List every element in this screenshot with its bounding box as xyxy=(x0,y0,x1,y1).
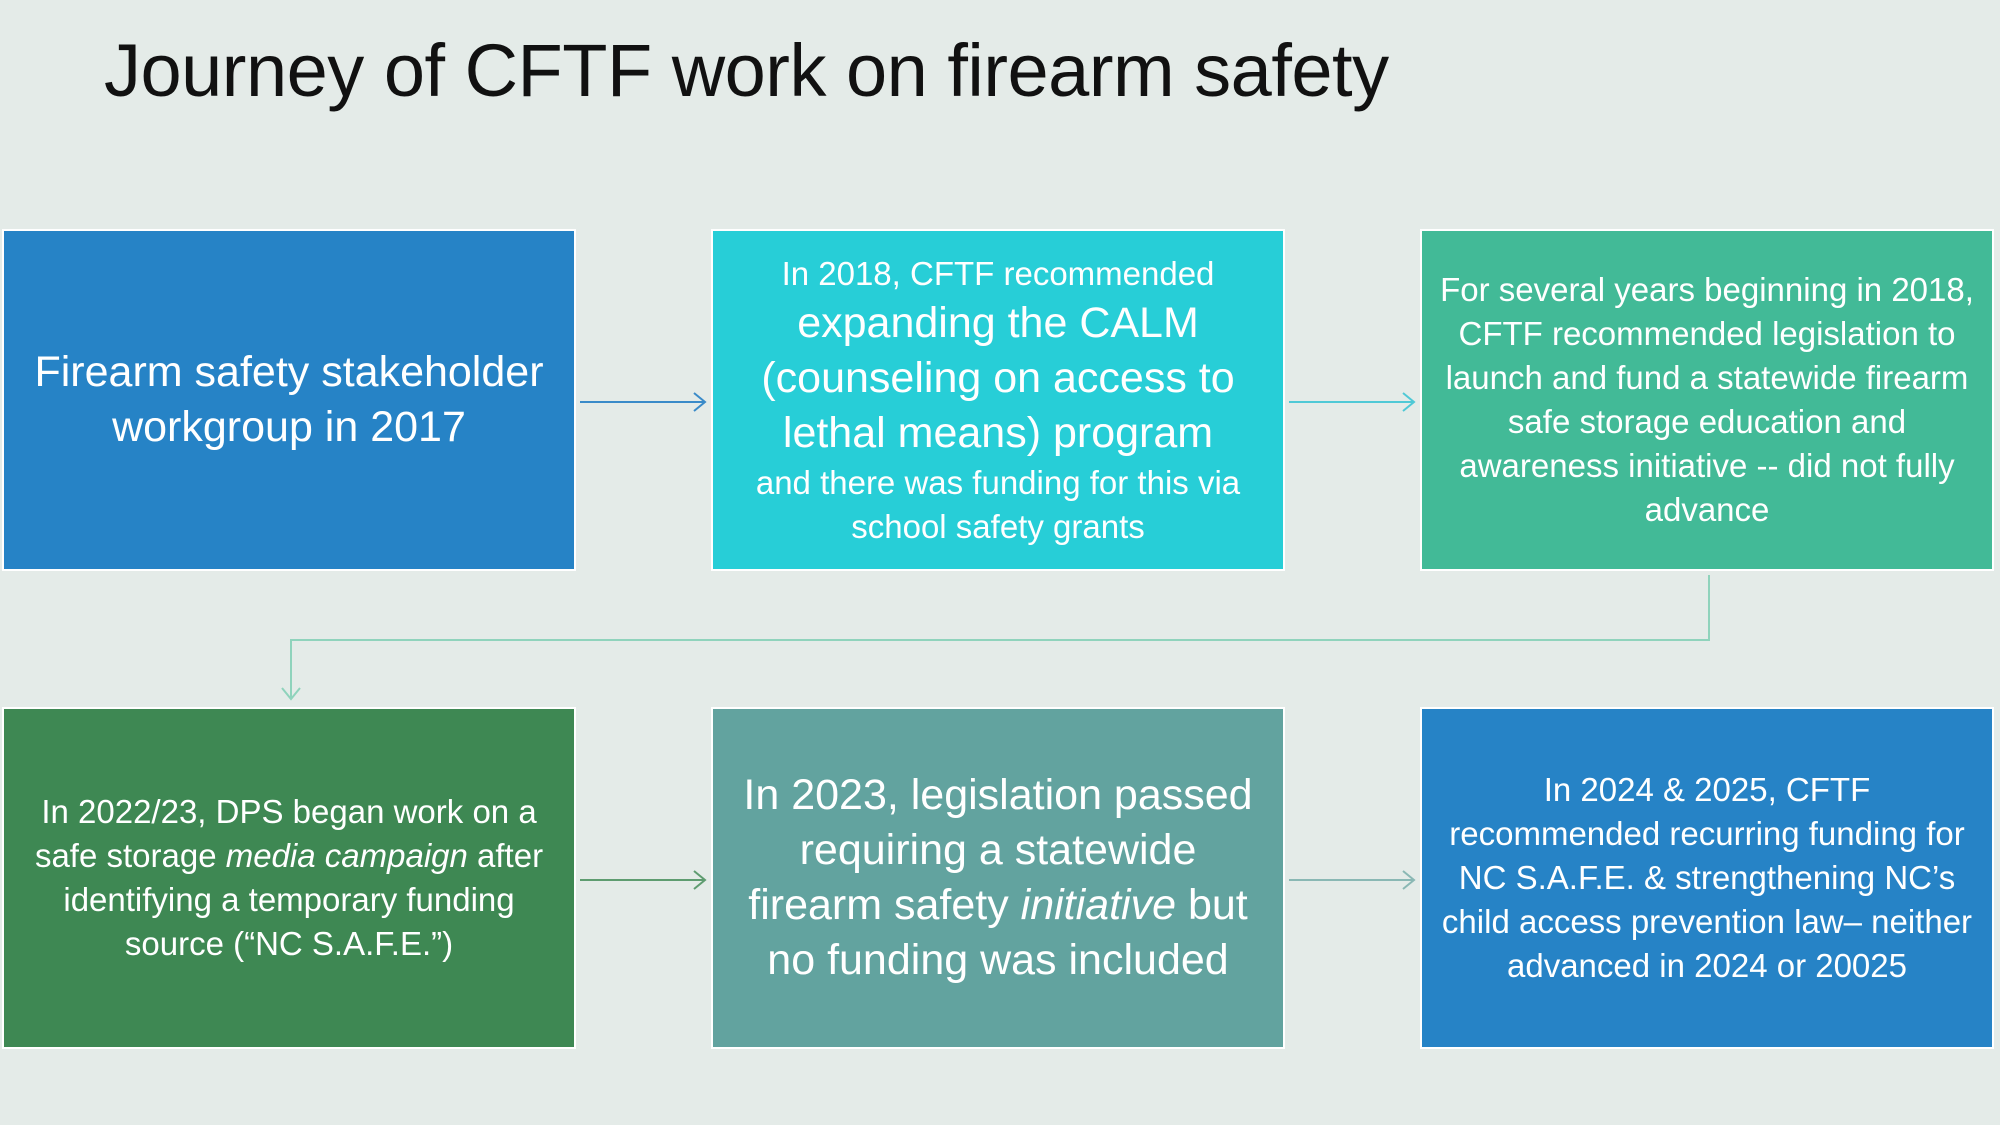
step-text: For several years beginning in 2018, CFT… xyxy=(1440,271,1974,528)
arrow-4-to-5 xyxy=(580,870,707,890)
step-box-workgroup-2017: Firearm safety stakeholder workgroup in … xyxy=(2,229,576,571)
step-text: In 2023, legislation passed requiring a … xyxy=(743,771,1253,984)
arrow-1-to-2 xyxy=(580,392,707,412)
step-text-emphasis: expanding the CALM (counseling on access… xyxy=(761,298,1235,457)
step-text: In 2022/23, DPS began work on a safe sto… xyxy=(34,793,544,962)
step-text: and there was funding for this via schoo… xyxy=(755,463,1241,545)
page-title: Journey of CFTF work on firearm safety xyxy=(104,29,1389,112)
step-text: Firearm safety stakeholder workgroup in … xyxy=(34,348,544,451)
step-box-recommendations-2024-2025: In 2024 & 2025, CFTF recommended recurri… xyxy=(1420,707,1994,1049)
step-box-safe-storage-legislation: For several years beginning in 2018, CFT… xyxy=(1420,229,1994,571)
step-text: In 2024 & 2025, CFTF recommended recurri… xyxy=(1441,771,1973,984)
arrow-5-to-6 xyxy=(1289,870,1416,890)
elbow-arrow-3-to-4 xyxy=(281,575,1710,701)
step-box-calm-2018: In 2018, CFTF recommended expanding the … xyxy=(711,229,1285,571)
step-text: In 2018, CFTF recommended xyxy=(781,254,1215,292)
step-box-dps-media-campaign: In 2022/23, DPS began work on a safe sto… xyxy=(2,707,576,1049)
arrow-2-to-3 xyxy=(1289,392,1416,412)
step-box-legislation-2023: In 2023, legislation passed requiring a … xyxy=(711,707,1285,1049)
